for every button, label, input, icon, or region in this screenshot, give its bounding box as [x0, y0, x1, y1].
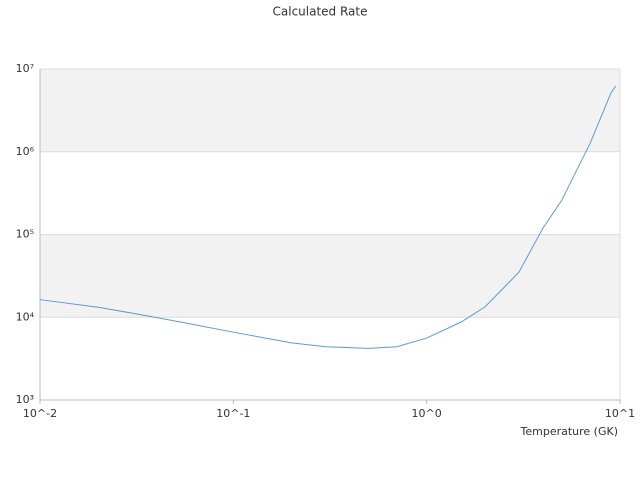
x-tick-label: 10^0: [412, 407, 442, 420]
grid-band: [40, 69, 620, 152]
y-tick-label: 10⁵: [16, 228, 34, 241]
x-tick-label: 10^-1: [216, 407, 250, 420]
chart-title: Calculated Rate: [273, 5, 368, 19]
y-tick-label: 10⁷: [16, 62, 34, 75]
data-line: [39, 85, 617, 349]
y-tick-label: 10⁶: [16, 145, 35, 158]
grid-band: [40, 234, 620, 318]
x-tick-label: 10^-2: [23, 407, 57, 420]
x-axis-label: Temperature (GK): [520, 425, 619, 438]
x-tick-label: 10^1: [605, 407, 635, 420]
y-tick-label: 10³: [16, 393, 34, 406]
y-tick-label: 10⁴: [16, 310, 35, 323]
